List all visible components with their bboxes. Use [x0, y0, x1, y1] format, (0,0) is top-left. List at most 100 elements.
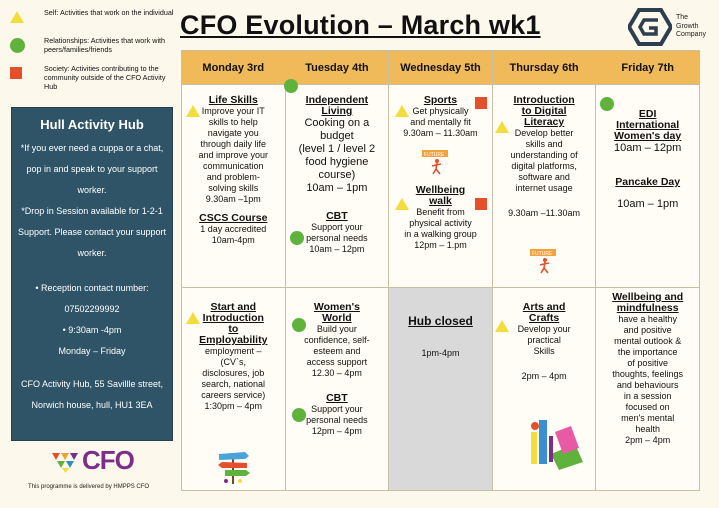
- description-line: 1 day accredited: [200, 224, 267, 234]
- day-header-tuesday: Tuesday 4th: [284, 50, 390, 85]
- hub-days: Monday – Friday: [58, 346, 126, 356]
- description-line: 10am-4pm: [211, 235, 255, 245]
- description-line: 12.30 – 4pm: [311, 368, 362, 378]
- description-line: 12pm – 1.pm: [414, 240, 467, 250]
- description-line: men's mental: [621, 413, 675, 423]
- description-line: communication: [203, 161, 264, 171]
- description-line: esteem and: [313, 346, 361, 356]
- description-line: and positive: [623, 325, 672, 335]
- activity-title: Crafts: [528, 312, 560, 324]
- hub-info-panel: Hull Activity Hub *If you ever need a cu…: [11, 107, 173, 441]
- activity-title: Start and: [210, 301, 257, 313]
- activity-title: Living: [321, 105, 353, 117]
- description-line: and problem-: [206, 172, 260, 182]
- cell-tuesday-pm: Women's World Build your confidence, self…: [284, 287, 390, 491]
- activity-title: Life Skills: [208, 94, 258, 106]
- page-title: CFO Evolution – March wk1: [180, 10, 541, 40]
- description-line: food hygiene: [305, 156, 369, 168]
- description-line: 12pm – 4pm: [311, 426, 362, 436]
- activity-title: to: [228, 323, 239, 335]
- delivered-by-text: This programme is delivered by HMPPS CFO: [28, 484, 150, 490]
- activity-title: Employability: [199, 334, 268, 346]
- description-line: 1:30pm – 4pm: [204, 401, 263, 411]
- hub-address: CFO Activity Hub, 55 Savillle street, No…: [20, 379, 164, 410]
- description-line: Skills: [533, 346, 555, 356]
- activity-time: 1pm-4pm: [421, 348, 460, 358]
- description-line: 10am – 12pm: [309, 244, 365, 254]
- activity-description: Cooking on a budget (level 1 / level 2 food…: [290, 117, 385, 195]
- description-line: Support your: [311, 222, 363, 232]
- activity-title: Women's: [313, 301, 360, 313]
- activity-time: 10am – 1pm: [617, 198, 679, 210]
- cfo-logo: CFO: [52, 445, 135, 476]
- legend-society-text: Society: Activities contributing to the …: [44, 64, 166, 91]
- cell-friday-pm: Wellbeing and mindfulness have a healthy…: [595, 287, 700, 491]
- future-sign-text: FUTURE: [424, 152, 445, 158]
- logo-line: Company: [676, 31, 706, 39]
- activity-description: Support your personal needs 10am – 12pm: [290, 222, 385, 255]
- activity-title: EDI: [638, 108, 657, 120]
- activity-title: CBT: [326, 392, 348, 404]
- description-line: in a walking group: [404, 229, 477, 239]
- cell-thursday-pm: Arts and Crafts Develop your practical Ski…: [491, 287, 597, 491]
- hexagon-logo-icon: [628, 8, 672, 46]
- description-line: Develop better: [514, 128, 574, 138]
- activity-title: International: [616, 119, 680, 131]
- activity-description: Develop your practical Skills: [497, 324, 592, 357]
- legend-row-self: Self: Activities that work on the indivi…: [10, 8, 175, 28]
- cell-friday-am: EDI International Women's day 10am – 12p…: [595, 84, 700, 288]
- hub-reception: • Reception contact number: 07502299992: [35, 283, 149, 314]
- timetable-row-morning: Life Skills Improve your IT skills to hel…: [181, 79, 700, 288]
- description-line: the importance: [617, 347, 678, 357]
- hub-note-dropin: *Drop in Session available for 1-2-1 Sup…: [17, 206, 167, 258]
- description-line: Benefit from: [416, 207, 465, 217]
- description-line: disclosures, job: [202, 368, 265, 378]
- description-line: (level 1 / level 2: [298, 143, 376, 155]
- signpost-image: [216, 448, 252, 489]
- description-line: internet usage: [515, 183, 573, 193]
- day-header-monday: Monday 3rd: [181, 50, 286, 85]
- growth-company-logo: The Growth Company: [628, 8, 706, 46]
- description-line: Cooking on a: [304, 117, 370, 129]
- activity-description: Support your personal needs 12pm – 4pm: [290, 404, 385, 437]
- triangle-icon: [395, 198, 410, 210]
- description-line: of positive: [627, 358, 668, 368]
- description-line: navigate you: [207, 128, 259, 138]
- activity-title: Wellbeing and: [612, 291, 684, 303]
- square-icon: [475, 97, 488, 109]
- description-line: focused on: [625, 402, 670, 412]
- description-line: thoughts, feelings: [612, 369, 683, 379]
- activity-description: employment – (CV`s, disclosures, job search…: [186, 346, 281, 412]
- activity-description: Improve your IT skills to help navigate yo…: [186, 106, 281, 205]
- description-line: access support: [306, 357, 368, 367]
- description-line: skills to help: [208, 117, 258, 127]
- description-line: practical: [527, 335, 561, 345]
- future-sign-text: FUTURE: [532, 251, 553, 257]
- description-line: search, national: [201, 379, 266, 389]
- triangle-icon: [10, 11, 24, 23]
- art-supplies-image: [525, 414, 587, 477]
- triangle-icon: [186, 312, 200, 324]
- weekly-timetable: Monday 3rd Tuesday 4th Wednesday 5th Thu…: [181, 50, 700, 491]
- cell-thursday-am: FUTURE Introduction to Digital Literacy …: [491, 84, 597, 288]
- triangle-icon: [494, 320, 509, 332]
- description-line: and behaviours: [616, 380, 679, 390]
- description-line: Build your: [316, 324, 357, 334]
- logo-line: Growth: [676, 22, 699, 30]
- description-line: physical activity: [409, 218, 472, 228]
- description-line: mental outlook &: [614, 336, 682, 346]
- cell-monday-pm: Start and Introduction to Employability …: [181, 287, 286, 491]
- description-line: digital platforms,: [511, 161, 577, 171]
- description-line: and improve your: [198, 150, 269, 160]
- description-line: careers service): [201, 390, 266, 400]
- activity-title: mindfulness: [616, 302, 679, 314]
- description-line: budget: [320, 130, 354, 142]
- description-line: personal needs: [306, 415, 368, 425]
- circle-icon: [283, 79, 298, 93]
- day-header-wednesday: Wednesday 5th: [388, 50, 493, 85]
- cell-wednesday-pm: Hub closed 1pm-4pm: [388, 287, 493, 491]
- description-line: through daily life: [200, 139, 267, 149]
- activity-title: Hub closed: [408, 314, 473, 328]
- description-line: Improve your IT: [201, 106, 265, 116]
- hub-title: Hull Activity Hub: [40, 117, 144, 132]
